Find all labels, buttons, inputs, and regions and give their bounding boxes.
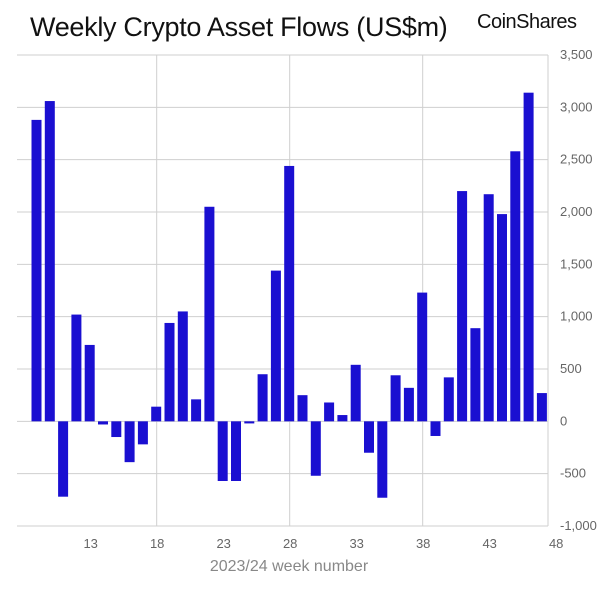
bar-week-33 xyxy=(350,364,361,422)
bar-week-25 xyxy=(244,421,255,424)
bar-week-9 xyxy=(31,119,42,422)
x-axis-ticks: 13 18 23 28 33 38 43 48 xyxy=(83,536,563,551)
x-tick-label: 33 xyxy=(349,536,363,551)
bar-week-22 xyxy=(204,206,215,422)
bar-week-24 xyxy=(231,421,241,481)
bar-week-21 xyxy=(191,399,202,422)
y-tick-label: 0 xyxy=(560,413,567,428)
x-axis-label: 2023/24 week number xyxy=(210,558,369,575)
bar-week-47 xyxy=(536,393,547,422)
y-tick-label: 3,000 xyxy=(560,99,593,114)
bar-week-17 xyxy=(137,421,148,445)
bar-week-18 xyxy=(151,406,162,422)
bars xyxy=(31,92,547,498)
grid-lines xyxy=(17,54,549,527)
bar-week-11 xyxy=(58,421,69,497)
y-axis-ticks: 3,500 3,000 2,500 2,000 1,500 1,000 500 0 -500 -1… xyxy=(560,47,597,533)
bar-week-23 xyxy=(217,421,228,481)
y-tick-label: -1,000 xyxy=(560,518,597,533)
bar-week-12 xyxy=(71,314,82,422)
x-tick-label: 18 xyxy=(150,536,164,551)
x-tick-label: 43 xyxy=(482,536,496,551)
x-tick-label: 13 xyxy=(83,536,97,551)
bar-week-39 xyxy=(430,421,441,436)
x-tick-label: 38 xyxy=(416,536,430,551)
x-tick-label: 48 xyxy=(549,536,563,551)
y-tick-label: 2,000 xyxy=(560,204,593,219)
bar-week-19 xyxy=(164,322,175,422)
bar-week-20 xyxy=(177,311,188,422)
x-tick-label: 28 xyxy=(283,536,297,551)
y-tick-label: -500 xyxy=(560,466,586,481)
bar-week-38 xyxy=(417,292,428,422)
bar-week-44 xyxy=(497,214,507,422)
bar-week-37 xyxy=(403,387,414,422)
bar-week-43 xyxy=(483,194,494,422)
bar-week-42 xyxy=(470,328,481,422)
bar-week-45 xyxy=(510,151,521,422)
bar-week-28 xyxy=(284,165,295,422)
y-tick-label: 3,500 xyxy=(560,47,593,62)
x-tick-label: 23 xyxy=(216,536,230,551)
bar-week-29 xyxy=(297,395,308,422)
bar-week-46 xyxy=(523,92,534,422)
bar-week-15 xyxy=(111,421,122,438)
bar-week-10 xyxy=(44,101,55,422)
bar-week-41 xyxy=(457,191,468,422)
bar-week-26 xyxy=(257,374,268,422)
bar-week-34 xyxy=(364,421,374,453)
bar-week-31 xyxy=(324,402,335,422)
bar-week-32 xyxy=(337,415,348,422)
bar-week-14 xyxy=(98,421,108,425)
bar-week-35 xyxy=(377,421,388,498)
y-tick-label: 500 xyxy=(560,361,582,376)
y-tick-label: 2,500 xyxy=(560,152,593,167)
bar-week-40 xyxy=(443,377,454,422)
y-tick-label: 1,000 xyxy=(560,309,593,324)
bar-week-16 xyxy=(124,421,135,463)
chart-title: Weekly Crypto Asset Flows (US$m) xyxy=(30,12,448,42)
brand-logo: CoinShares xyxy=(477,11,577,33)
y-tick-label: 1,500 xyxy=(560,256,593,271)
bar-week-27 xyxy=(270,270,281,422)
bar-week-36 xyxy=(390,375,401,422)
bar-week-13 xyxy=(84,344,95,422)
bar-week-30 xyxy=(310,421,321,476)
